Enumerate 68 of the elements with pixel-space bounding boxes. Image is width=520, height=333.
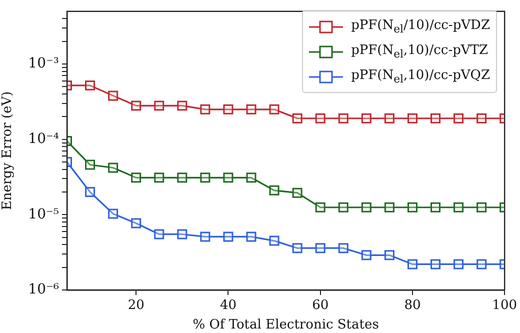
point: [246, 172, 256, 183]
x-tick-label: 20: [128, 298, 144, 314]
point: [246, 232, 256, 242]
y-tick-label: 10⁻³: [28, 56, 59, 72]
point: [430, 202, 440, 212]
y-axis-title: Energy Error (eV): [0, 91, 16, 210]
point: [177, 100, 188, 111]
point: [384, 202, 394, 212]
point: [131, 172, 142, 183]
x-tick-label: 40: [220, 298, 236, 314]
y-tick-label: 10⁻⁴: [28, 131, 60, 148]
point: [246, 104, 256, 114]
point: [177, 172, 188, 183]
point: [407, 259, 418, 270]
point: [85, 187, 96, 197]
legend-label: pPF(N$_{el}$,10)/cc-pVQZ: [351, 68, 490, 86]
point: [200, 104, 210, 114]
x-tick-label: 80: [404, 298, 421, 314]
point: [85, 80, 96, 90]
point: [454, 113, 464, 124]
point: [407, 113, 418, 124]
y-tick-label: 10⁻⁶: [28, 282, 60, 298]
point: [454, 259, 464, 270]
point: [407, 202, 418, 212]
point: [269, 104, 280, 114]
point: [384, 250, 394, 260]
point: [269, 185, 280, 196]
point: [430, 113, 440, 124]
point: [292, 188, 302, 198]
y-tick-label: 10⁻⁵: [28, 206, 60, 222]
point: [223, 172, 234, 183]
point: [177, 229, 188, 240]
point: [315, 113, 326, 124]
point: [338, 202, 348, 212]
point: [154, 229, 164, 240]
point: [292, 243, 302, 254]
point: [223, 232, 234, 242]
point: [476, 113, 487, 124]
point: [384, 113, 394, 124]
point: [108, 162, 118, 173]
point: [108, 90, 118, 101]
point: [315, 202, 326, 212]
point: [361, 202, 372, 212]
point: [200, 232, 210, 242]
legend-label: pPF(N$_{el}$,10)/cc-pVTZ: [351, 42, 488, 60]
point: [108, 208, 118, 219]
point: [154, 100, 164, 111]
point: [292, 113, 302, 124]
point: [315, 243, 326, 254]
point: [131, 100, 142, 111]
x-axis-title: % Of Total Electronic States: [192, 318, 379, 333]
x-tick-label: 60: [312, 298, 329, 314]
point: [131, 218, 142, 228]
point: [430, 259, 440, 270]
point: [338, 243, 348, 254]
point: [223, 104, 234, 114]
point: [361, 113, 372, 124]
point: [338, 113, 348, 124]
point: [154, 172, 164, 183]
point: [200, 172, 210, 183]
point: [476, 259, 487, 270]
point: [269, 236, 280, 246]
point: [85, 160, 96, 170]
x-tick-label: 100: [492, 298, 518, 314]
point: [476, 202, 487, 212]
point: [454, 202, 464, 212]
point: [361, 250, 372, 260]
legend-label: pPF(N$_{el}$/10)/cc-pVDZ: [351, 18, 490, 36]
